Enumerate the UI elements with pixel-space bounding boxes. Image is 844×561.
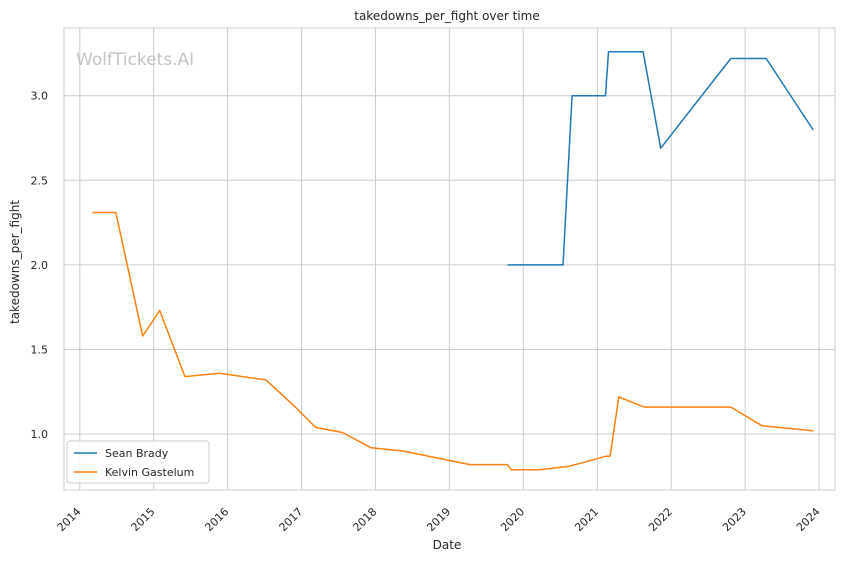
plot-frame (63, 27, 836, 491)
series-line-0 (507, 50, 814, 266)
x-axis-label: Date (433, 538, 462, 552)
chart-title: takedowns_per_fight over time (354, 9, 540, 23)
y-tick-label: 1.5 (31, 344, 49, 357)
y-axis-label: takedowns_per_fight (8, 200, 22, 324)
y-tick-label: 3.0 (31, 90, 49, 103)
legend-label: Sean Brady (105, 447, 169, 460)
series-lines (92, 50, 814, 471)
y-tick-label: 1.0 (31, 428, 49, 441)
series-line-1 (92, 211, 814, 471)
legend-label: Kelvin Gastelum (105, 466, 194, 479)
y-tick-label: 2.0 (31, 259, 49, 272)
y-axis-ticks: 1.0 1.5 2.0 2.5 3.0 (31, 90, 49, 441)
watermark-text: WolfTickets.AI (76, 50, 194, 70)
legend-box (66, 440, 210, 484)
legend: Sean Brady Kelvin Gastelum (66, 440, 210, 484)
grid-lines (64, 28, 835, 490)
y-tick-label: 2.5 (31, 174, 49, 187)
x-axis-ticks: 2014 2015 2016 2017 2018 2019 2020 2021 2022 2023… (55, 505, 823, 534)
